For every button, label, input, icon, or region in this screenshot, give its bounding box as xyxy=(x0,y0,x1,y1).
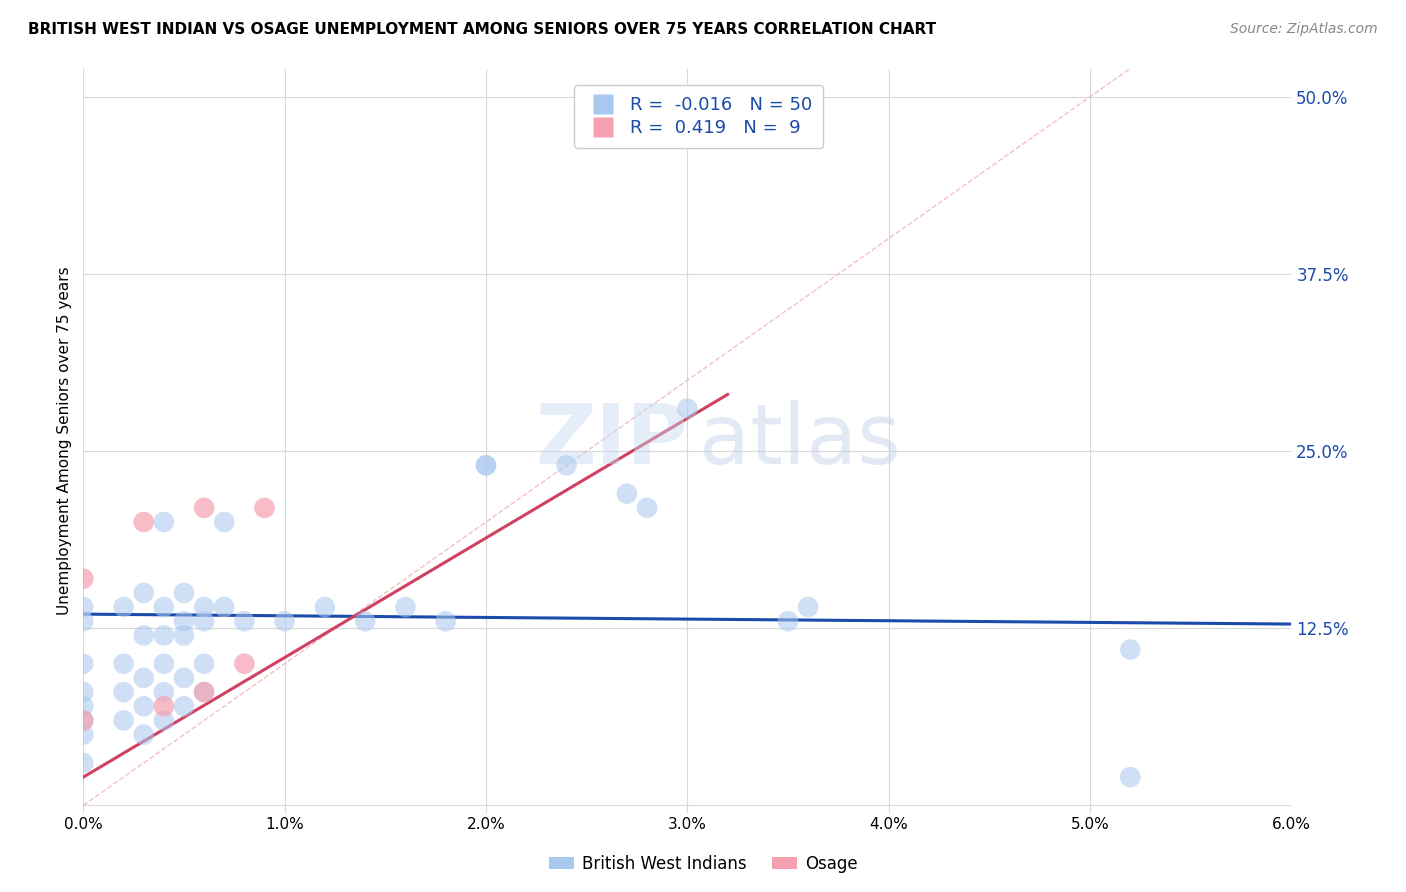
Point xyxy=(72,685,94,699)
Point xyxy=(173,586,195,600)
Point xyxy=(153,714,176,728)
Point xyxy=(173,614,195,628)
Point xyxy=(797,600,820,615)
Point xyxy=(354,614,377,628)
Point xyxy=(153,657,176,671)
Text: atlas: atlas xyxy=(699,400,901,481)
Point xyxy=(72,728,94,742)
Point xyxy=(72,572,94,586)
Point xyxy=(716,103,738,118)
Point xyxy=(212,600,235,615)
Point xyxy=(314,600,336,615)
Point xyxy=(132,728,155,742)
Point xyxy=(394,600,416,615)
Y-axis label: Unemployment Among Seniors over 75 years: Unemployment Among Seniors over 75 years xyxy=(58,266,72,615)
Point xyxy=(253,500,276,515)
Point xyxy=(193,657,215,671)
Point xyxy=(776,614,799,628)
Point xyxy=(72,600,94,615)
Point xyxy=(72,714,94,728)
Point xyxy=(636,500,658,515)
Point xyxy=(112,714,135,728)
Point xyxy=(72,699,94,714)
Point xyxy=(616,486,638,500)
Point xyxy=(173,699,195,714)
Point xyxy=(173,671,195,685)
Point xyxy=(212,515,235,529)
Point xyxy=(132,515,155,529)
Point xyxy=(1119,770,1142,784)
Point xyxy=(132,586,155,600)
Text: BRITISH WEST INDIAN VS OSAGE UNEMPLOYMENT AMONG SENIORS OVER 75 YEARS CORRELATIO: BRITISH WEST INDIAN VS OSAGE UNEMPLOYMEN… xyxy=(28,22,936,37)
Point xyxy=(475,458,498,473)
Text: ZIP: ZIP xyxy=(534,400,688,481)
Point xyxy=(153,699,176,714)
Point xyxy=(72,714,94,728)
Point xyxy=(434,614,457,628)
Point xyxy=(153,628,176,642)
Point xyxy=(1119,642,1142,657)
Point xyxy=(72,614,94,628)
Point xyxy=(153,600,176,615)
Point xyxy=(153,685,176,699)
Point xyxy=(193,614,215,628)
Point xyxy=(676,401,699,416)
Point xyxy=(233,657,256,671)
Point xyxy=(72,756,94,770)
Point xyxy=(173,628,195,642)
Point xyxy=(193,600,215,615)
Text: Source: ZipAtlas.com: Source: ZipAtlas.com xyxy=(1230,22,1378,37)
Legend: R =  -0.016   N = 50, R =  0.419   N =  9: R = -0.016 N = 50, R = 0.419 N = 9 xyxy=(574,85,824,148)
Point xyxy=(132,628,155,642)
Point xyxy=(475,458,498,473)
Point xyxy=(132,671,155,685)
Point xyxy=(112,657,135,671)
Point xyxy=(193,685,215,699)
Point xyxy=(193,500,215,515)
Point xyxy=(112,600,135,615)
Point xyxy=(72,657,94,671)
Point xyxy=(273,614,295,628)
Point xyxy=(193,685,215,699)
Point xyxy=(132,699,155,714)
Legend: British West Indians, Osage: British West Indians, Osage xyxy=(541,848,865,880)
Point xyxy=(233,614,256,628)
Point xyxy=(555,458,578,473)
Point xyxy=(153,515,176,529)
Point xyxy=(112,685,135,699)
